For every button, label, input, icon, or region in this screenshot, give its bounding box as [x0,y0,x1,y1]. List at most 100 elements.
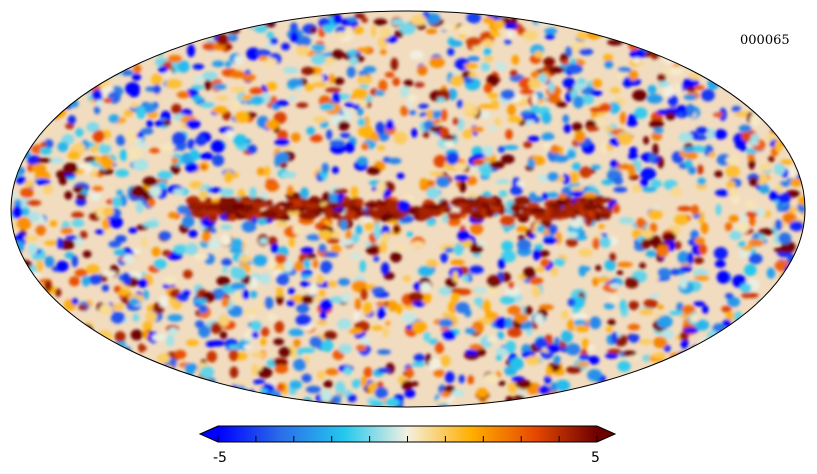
fluctuation-blob [288,328,305,337]
fluctuation-blob [571,162,582,172]
fluctuation-blob [402,312,416,324]
fluctuation-blob [462,101,474,114]
fluctuation-blob [677,251,689,264]
fluctuation-blob [738,124,752,133]
fluctuation-blob [250,352,266,358]
fluctuation-blob [691,204,699,216]
fluctuation-blob [339,132,351,139]
fluctuation-blob [657,304,664,310]
fluctuation-blob [609,282,620,289]
fluctuation-blob [616,261,633,268]
fluctuation-blob [727,296,741,308]
fluctuation-blob [63,162,78,174]
fluctuation-blob [541,132,555,142]
fluctuation-blob [216,33,229,46]
fluctuation-blob [212,60,225,68]
fluctuation-blob [324,251,339,258]
fluctuation-blob [609,87,621,94]
fluctuation-blob [245,19,256,27]
fluctuation-blob [570,89,579,99]
fluctuation-blob [16,217,32,231]
fluctuation-blob [509,185,523,196]
fluctuation-blob [56,260,69,272]
fluctuation-blob [652,143,659,157]
fluctuation-blob [521,320,533,330]
fluctuation-blob [608,296,619,304]
fluctuation-blob [328,74,336,84]
fluctuation-blob [394,245,407,252]
fluctuation-blob [472,252,482,258]
fluctuation-blob [370,400,385,407]
fluctuation-blob [301,294,314,305]
fluctuation-blob [195,320,205,329]
fluctuation-blob [71,255,79,268]
fluctuation-blob [700,222,709,235]
plane-emission-blob [491,206,501,212]
fluctuation-blob [234,111,250,123]
plane-emission-blob [460,208,467,215]
fluctuation-blob [329,296,346,304]
fluctuation-blob [589,316,602,330]
fluctuation-blob [578,354,590,361]
fluctuation-blob [96,70,104,84]
fluctuation-blob [363,366,373,378]
fluctuation-blob [675,82,682,96]
fluctuation-blob [438,318,454,328]
fluctuation-blob [210,322,222,334]
fluctuation-blob [231,86,246,94]
fluctuation-blob [260,388,269,394]
fluctuation-blob [476,387,489,398]
fluctuation-blob [725,155,740,165]
fluctuation-blob [641,186,657,193]
fluctuation-blob [319,103,335,111]
fluctuation-blob [532,249,541,261]
fluctuation-blob [270,96,277,104]
fluctuation-blob [496,331,505,340]
plane-emission-blob [260,209,278,220]
fluctuation-blob [11,250,22,259]
fluctuation-blob [205,381,214,387]
fluctuation-blob [304,83,315,92]
fluctuation-blob [276,286,284,298]
fluctuation-blob [350,233,360,244]
colorbar-min-arrow [200,426,218,442]
fluctuation-blob [92,130,105,143]
fluctuation-blob [501,250,516,263]
fluctuation-blob [469,223,484,235]
fluctuation-blob [694,85,705,91]
fluctuation-blob [288,237,296,248]
fluctuation-blob [95,99,104,108]
fluctuation-blob [701,89,715,102]
fluctuation-blob [741,292,752,299]
fluctuation-blob [638,338,654,345]
fluctuation-blob [403,79,414,87]
fluctuation-blob [699,337,713,346]
plane-emission-blob [330,204,337,208]
fluctuation-blob [715,189,731,197]
fluctuation-blob [193,253,209,261]
fluctuation-blob [576,361,589,367]
fluctuation-blob [71,219,85,228]
fluctuation-blob [613,176,624,185]
fluctuation-blob [249,95,265,105]
fluctuation-blob [308,283,317,296]
fluctuation-blob [364,221,375,231]
fluctuation-blob [592,237,600,250]
fluctuation-blob [184,363,198,372]
fluctuation-blob [82,80,92,94]
fluctuation-blob [595,264,602,272]
fluctuation-blob [547,192,559,199]
fluctuation-blob [293,358,306,371]
fluctuation-blob [405,366,414,379]
map-id-label: 000065 [740,33,790,48]
fluctuation-blob [587,369,602,382]
fluctuation-blob [529,233,537,240]
fluctuation-blob [310,26,317,34]
fluctuation-blob [457,118,465,131]
fluctuation-blob [457,24,473,35]
fluctuation-blob [648,209,663,220]
fluctuation-blob [320,260,333,274]
fluctuation-blob [344,101,355,108]
fluctuation-blob [138,278,148,288]
plane-center-spot [398,200,410,212]
